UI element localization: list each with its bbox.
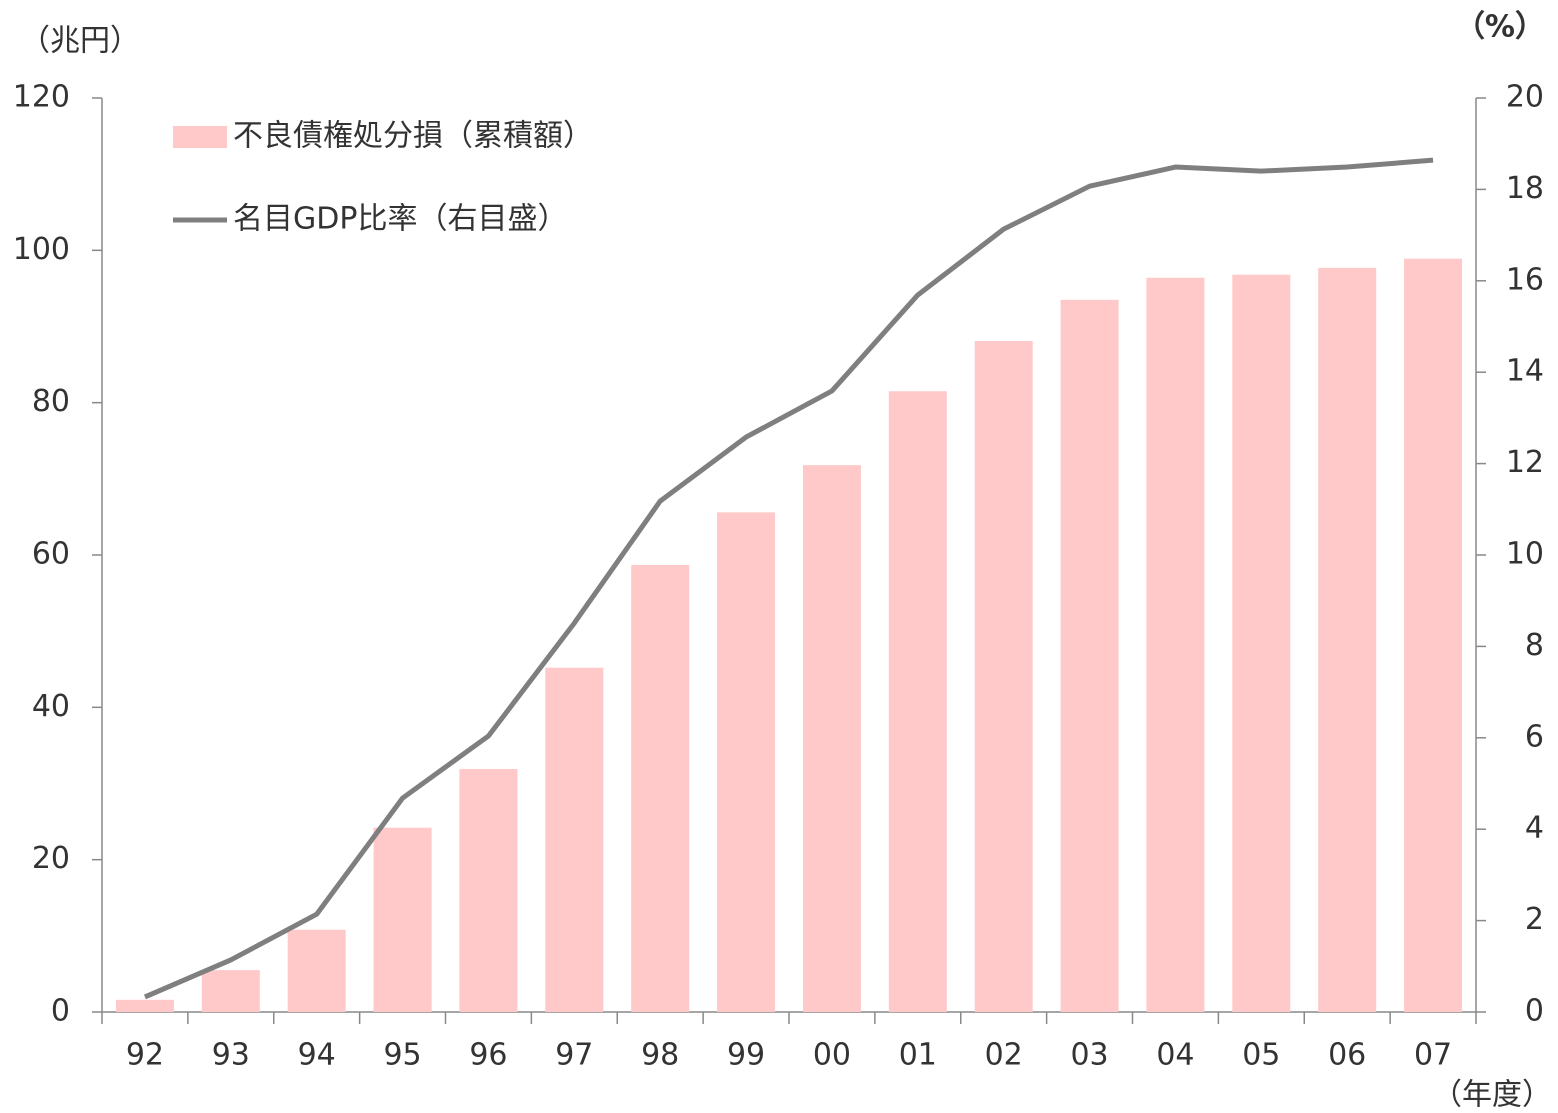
y-tick-label: 60 (32, 537, 70, 572)
bar (631, 564, 690, 1012)
x-tick-label: 00 (813, 1038, 851, 1073)
y-tick-label: 80 (32, 384, 70, 419)
bar (1146, 277, 1205, 1013)
y-axis-unit: （兆円） (20, 24, 140, 59)
bar (974, 340, 1033, 1012)
y2-tick-label: 2 (1525, 902, 1544, 937)
x-tick-label: 97 (555, 1038, 593, 1073)
x-tick-label: 99 (727, 1038, 765, 1073)
x-tick-label: 96 (469, 1038, 507, 1073)
bar (373, 827, 432, 1012)
bar (1404, 258, 1463, 1012)
x-tick-label: 05 (1242, 1038, 1280, 1073)
y-tick-label: 0 (51, 994, 70, 1029)
bar (459, 769, 518, 1012)
y-tick-label: 20 (32, 841, 70, 876)
y-tick-label: 100 (13, 232, 70, 267)
bar (717, 512, 776, 1012)
y-tick-label: 120 (13, 80, 70, 115)
bar (201, 970, 260, 1012)
x-tick-label: 95 (383, 1038, 421, 1073)
x-tick-label: 06 (1328, 1038, 1366, 1073)
y2-tick-label: 18 (1506, 171, 1544, 206)
bar (1060, 299, 1119, 1012)
bar (802, 465, 861, 1013)
x-tick-label: 94 (298, 1038, 336, 1073)
y2-tick-label: 8 (1525, 628, 1544, 663)
bar (287, 929, 346, 1012)
legend-label: 名目GDP比率（右目盛） (233, 202, 567, 237)
legend-label: 不良債権処分損（累積額） (233, 119, 593, 154)
y2-tick-label: 4 (1525, 811, 1544, 846)
x-tick-label: 93 (212, 1038, 250, 1073)
y2-axis-unit: （%） (1455, 10, 1545, 45)
legend-swatch (173, 126, 227, 148)
bar (1232, 274, 1291, 1012)
x-tick-label: 98 (641, 1038, 679, 1073)
bar (115, 999, 174, 1012)
y2-tick-label: 16 (1506, 262, 1544, 297)
x-tick-label: 02 (985, 1038, 1023, 1073)
x-tick-label: 01 (899, 1038, 937, 1073)
y2-tick-label: 12 (1506, 445, 1544, 480)
y2-tick-label: 14 (1506, 354, 1544, 389)
y2-tick-label: 20 (1506, 80, 1544, 115)
bar (1318, 267, 1377, 1012)
y2-tick-label: 6 (1525, 719, 1544, 754)
y2-tick-label: 0 (1525, 994, 1544, 1029)
x-tick-label: 92 (126, 1038, 164, 1073)
x-axis-unit: （年度） (1432, 1078, 1552, 1113)
bar (545, 667, 604, 1012)
y2-tick-label: 10 (1506, 537, 1544, 572)
x-tick-label: 04 (1156, 1038, 1194, 1073)
x-tick-label: 07 (1414, 1038, 1452, 1073)
line (143, 157, 1434, 1000)
x-tick-label: 03 (1070, 1038, 1108, 1073)
bar (888, 391, 947, 1012)
y-tick-label: 40 (32, 689, 70, 724)
